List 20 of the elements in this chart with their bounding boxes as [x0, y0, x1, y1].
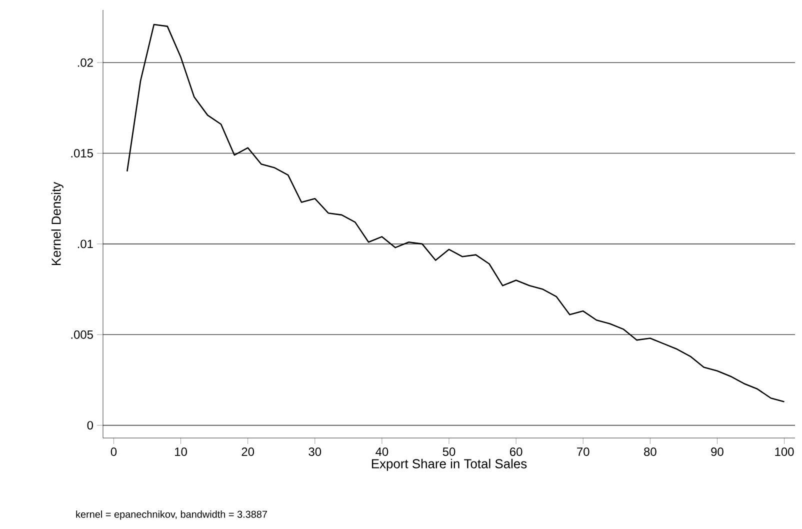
x-axis-title: Export Share in Total Sales: [372, 458, 527, 471]
y-tick-label: .015: [71, 149, 93, 158]
y-tick-label: 0: [87, 421, 94, 430]
line-series: [126, 24, 785, 402]
x-tick-label: 90: [711, 448, 724, 456]
x-tick-label: 70: [577, 448, 590, 456]
y-axis-title: Kernel Density: [51, 182, 64, 266]
text: kernel = epanechnikov, bandwidth = 3.3887: [76, 510, 267, 520]
x-tick-label: 60: [510, 448, 522, 456]
y-tick-label: .005: [71, 330, 93, 339]
y-tick-label: .02: [78, 58, 93, 67]
x-tick-label: 100: [775, 448, 794, 456]
y-tick-label: .01: [78, 240, 93, 248]
x-tick-label: 0: [110, 448, 117, 456]
x-tick-label: 80: [644, 448, 656, 456]
x-tick-label: 20: [242, 448, 254, 456]
x-tick-label: 50: [442, 448, 456, 456]
x-tick-label: 40: [376, 448, 388, 456]
x-tick-label: 30: [308, 448, 322, 456]
x-tick-label: 10: [175, 448, 187, 456]
